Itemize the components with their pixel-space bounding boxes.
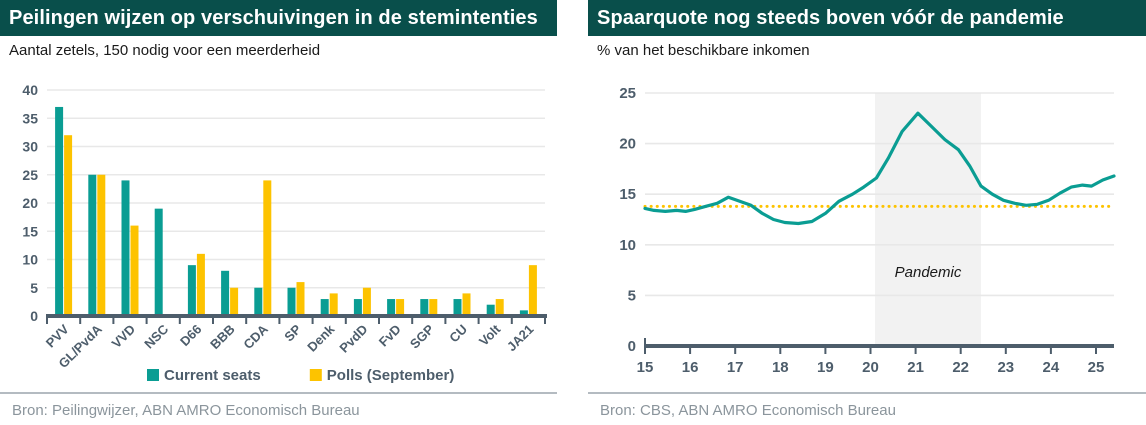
- divider-line: [588, 392, 1146, 394]
- svg-text:Denk: Denk: [304, 321, 338, 355]
- svg-text:PvdD: PvdD: [336, 322, 370, 356]
- bar-FvD: [387, 299, 396, 316]
- savings-chart-title: Spaarquote nog steeds boven vóór de pand…: [597, 6, 1064, 29]
- bar-PvdD: [353, 299, 362, 316]
- savings-chart-subtitle: % van het beschikbare inkomen: [597, 42, 810, 59]
- svg-text:30: 30: [22, 139, 38, 155]
- polls-source-row: Bron: Peilingwijzer, ABN AMRO Economisch…: [0, 392, 557, 419]
- svg-text:SP: SP: [281, 321, 304, 344]
- bar-BBB: [221, 270, 230, 316]
- svg-text:20: 20: [22, 195, 38, 211]
- bar-CU: [453, 299, 462, 316]
- line-chart-plot: 0 5 10 15 20 25 Pandemic 15 16 17 18 19 20 21 22 23 24 25: [619, 85, 1116, 376]
- svg-text:22: 22: [952, 359, 969, 376]
- bar-SGP: [420, 299, 429, 316]
- svg-text:35: 35: [22, 110, 38, 126]
- bar-JA21: [519, 310, 528, 316]
- svg-text:23: 23: [997, 359, 1014, 376]
- svg-text:40: 40: [22, 82, 38, 98]
- svg-text:17: 17: [727, 359, 744, 376]
- svg-text:19: 19: [817, 359, 834, 376]
- bar-chart-legend: Current seats Polls (September): [147, 367, 454, 384]
- svg-text:0: 0: [628, 338, 636, 355]
- bar-Volt: [486, 304, 495, 316]
- svg-text:0: 0: [30, 308, 38, 324]
- svg-text:10: 10: [619, 237, 636, 254]
- svg-text:24: 24: [1043, 359, 1060, 376]
- svg-text:PVV: PVV: [43, 321, 72, 350]
- polls-chart-panel: Peilingen wijzen op verschuivingen in de…: [0, 0, 557, 419]
- svg-text:CU: CU: [446, 322, 470, 346]
- bar-PVV: [64, 135, 73, 316]
- svg-text:Current seats: Current seats: [164, 367, 261, 384]
- svg-text:D66: D66: [177, 322, 204, 349]
- svg-text:CDA: CDA: [240, 321, 271, 352]
- bar-Denk: [320, 299, 329, 316]
- bar-Denk: [329, 293, 338, 316]
- bar-CU: [462, 293, 471, 316]
- bar-PvdD: [362, 287, 371, 316]
- bar-GL/PvdA: [97, 174, 106, 316]
- svg-text:25: 25: [22, 167, 38, 183]
- bar-VVD: [130, 225, 139, 316]
- svg-text:21: 21: [907, 359, 924, 376]
- polls-title-banner: Peilingen wijzen op verschuivingen in de…: [0, 0, 557, 36]
- svg-text:5: 5: [628, 287, 636, 304]
- svg-text:Polls (September): Polls (September): [327, 367, 455, 384]
- bar-CDA: [254, 287, 263, 316]
- svg-text:25: 25: [619, 85, 636, 102]
- bar-VVD: [121, 180, 130, 316]
- polls-chart-subtitle: Aantal zetels, 150 nodig voor een meerde…: [9, 42, 321, 59]
- bar-FvD: [396, 299, 405, 316]
- bar-GL/PvdA: [88, 174, 97, 316]
- bar-D66: [187, 265, 196, 316]
- svg-text:BBB: BBB: [207, 322, 238, 353]
- savings-source-text: Bron: CBS, ABN AMRO Economisch Bureau: [600, 402, 896, 419]
- svg-text:25: 25: [1088, 359, 1105, 376]
- savings-line-chart: 0 5 10 15 20 25 Pandemic 15 16 17 18 19 20 21 22 23 24 25: [619, 85, 1116, 376]
- polls-chart-title: Peilingen wijzen op verschuivingen in de…: [9, 6, 538, 29]
- bar-SP: [287, 287, 296, 316]
- svg-text:FvD: FvD: [376, 322, 404, 350]
- savings-title-banner: Spaarquote nog steeds boven vóór de pand…: [588, 0, 1146, 36]
- bar-D66: [196, 253, 205, 316]
- svg-text:VVD: VVD: [109, 322, 139, 352]
- svg-text:SGP: SGP: [407, 321, 437, 351]
- svg-text:15: 15: [619, 186, 636, 203]
- bar-NSC: [154, 208, 163, 316]
- bar-CDA: [263, 180, 272, 316]
- svg-text:JA21: JA21: [504, 322, 537, 355]
- bar-BBB: [230, 287, 239, 316]
- bar-PVV: [55, 106, 64, 316]
- divider-line: [0, 392, 557, 394]
- bar-JA21: [528, 265, 537, 316]
- svg-text:18: 18: [772, 359, 789, 376]
- polls-source-text: Bron: Peilingwijzer, ABN AMRO Economisch…: [12, 402, 360, 419]
- bar-SP: [296, 282, 305, 316]
- svg-text:20: 20: [619, 136, 636, 153]
- svg-text:NSC: NSC: [141, 321, 171, 351]
- svg-text:15: 15: [22, 223, 38, 239]
- savings-rate-line: [643, 111, 1116, 226]
- pandemic-band: [875, 93, 981, 346]
- svg-text:Volt: Volt: [476, 321, 504, 349]
- pandemic-label: Pandemic: [895, 264, 962, 281]
- svg-text:15: 15: [637, 359, 654, 376]
- svg-text:5: 5: [30, 280, 38, 296]
- bar-SGP: [429, 299, 438, 316]
- savings-source-row: Bron: CBS, ABN AMRO Economisch Bureau: [588, 392, 1146, 419]
- bar-Volt: [495, 299, 504, 316]
- svg-text:10: 10: [22, 252, 38, 268]
- savings-chart-panel: Spaarquote nog steeds boven vóór de pand…: [573, 0, 1146, 425]
- svg-text:20: 20: [862, 359, 879, 376]
- svg-text:16: 16: [682, 359, 699, 376]
